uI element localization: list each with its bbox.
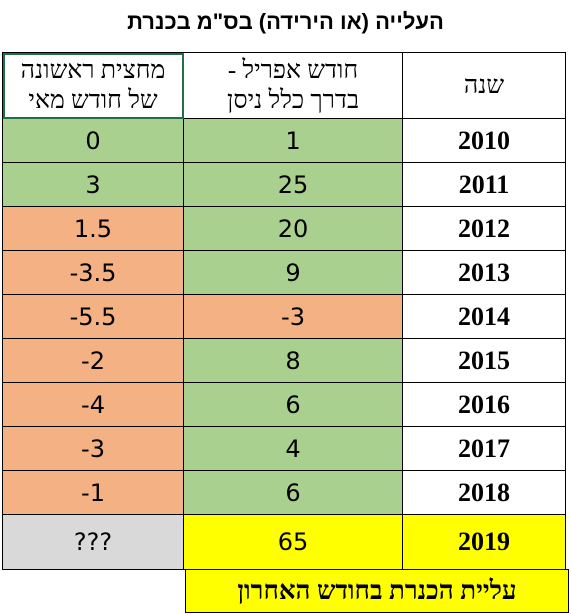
- cell-april[interactable]: 9: [183, 250, 403, 295]
- sheet-title: העלייה (או הירידה) בס"מ בכנרת: [127, 9, 444, 34]
- table-row: -3 4 2017: [2, 426, 566, 471]
- footer-caption: עליית הכנרת בחודש האחרון: [185, 569, 569, 613]
- header-cell-april[interactable]: חודש אפריל - בדרך כלל ניסן: [183, 52, 403, 119]
- cell-april[interactable]: 6: [183, 470, 403, 515]
- header-cell-may[interactable]: מחצית ראשונה של חודש מאי: [2, 52, 184, 119]
- table-row: -2 8 2015: [2, 338, 566, 383]
- cell-may[interactable]: 0: [2, 118, 184, 163]
- cell-year[interactable]: 2018: [402, 470, 566, 515]
- table-row-2019: ??? 65 2019: [2, 514, 566, 570]
- table-row: 0 1 2010: [2, 118, 566, 163]
- cell-april[interactable]: 25: [183, 162, 403, 207]
- cell-year[interactable]: 2019: [402, 514, 566, 570]
- cell-may[interactable]: 3: [2, 162, 184, 207]
- cell-may[interactable]: -4: [2, 382, 184, 427]
- cell-year[interactable]: 2013: [402, 250, 566, 295]
- cell-year[interactable]: 2017: [402, 426, 566, 471]
- cell-april[interactable]: 20: [183, 206, 403, 251]
- cell-april[interactable]: 4: [183, 426, 403, 471]
- cell-april[interactable]: 65: [183, 514, 403, 570]
- data-table: מחצית ראשונה של חודש מאי חודש אפריל - בד…: [2, 52, 566, 570]
- cell-year[interactable]: 2012: [402, 206, 566, 251]
- table-row: 1.5 20 2012: [2, 206, 566, 251]
- cell-year[interactable]: 2014: [402, 294, 566, 339]
- table-row: -3.5 9 2013: [2, 250, 566, 295]
- header-row: מחצית ראשונה של חודש מאי חודש אפריל - בד…: [2, 52, 566, 119]
- table-row: -1 6 2018: [2, 470, 566, 515]
- cell-april[interactable]: 1: [183, 118, 403, 163]
- header-april-line-2: בדרך כלל ניסן: [226, 86, 360, 114]
- table-row: -4 6 2016: [2, 382, 566, 427]
- cell-year[interactable]: 2015: [402, 338, 566, 383]
- table-row: -5.5 -3 2014: [2, 294, 566, 339]
- cell-year[interactable]: 2011: [402, 162, 566, 207]
- cell-may[interactable]: ???: [2, 514, 184, 570]
- header-april-line-1: חודש אפריל -: [227, 56, 359, 84]
- cell-may[interactable]: -3.5: [2, 250, 184, 295]
- cell-may[interactable]: -5.5: [2, 294, 184, 339]
- cell-may[interactable]: 1.5: [2, 206, 184, 251]
- cell-april[interactable]: -3: [183, 294, 403, 339]
- cell-year[interactable]: 2016: [402, 382, 566, 427]
- cell-april[interactable]: 6: [183, 382, 403, 427]
- cell-may[interactable]: -1: [2, 470, 184, 515]
- header-cell-year[interactable]: שנה: [402, 52, 566, 119]
- header-may-line-2: של חודש מאי: [28, 86, 158, 114]
- cell-april[interactable]: 8: [183, 338, 403, 383]
- table-row: 3 25 2011: [2, 162, 566, 207]
- cell-year[interactable]: 2010: [402, 118, 566, 163]
- cell-may[interactable]: -2: [2, 338, 184, 383]
- header-may-line-1: מחצית ראשונה: [20, 56, 166, 84]
- cell-may[interactable]: -3: [2, 426, 184, 471]
